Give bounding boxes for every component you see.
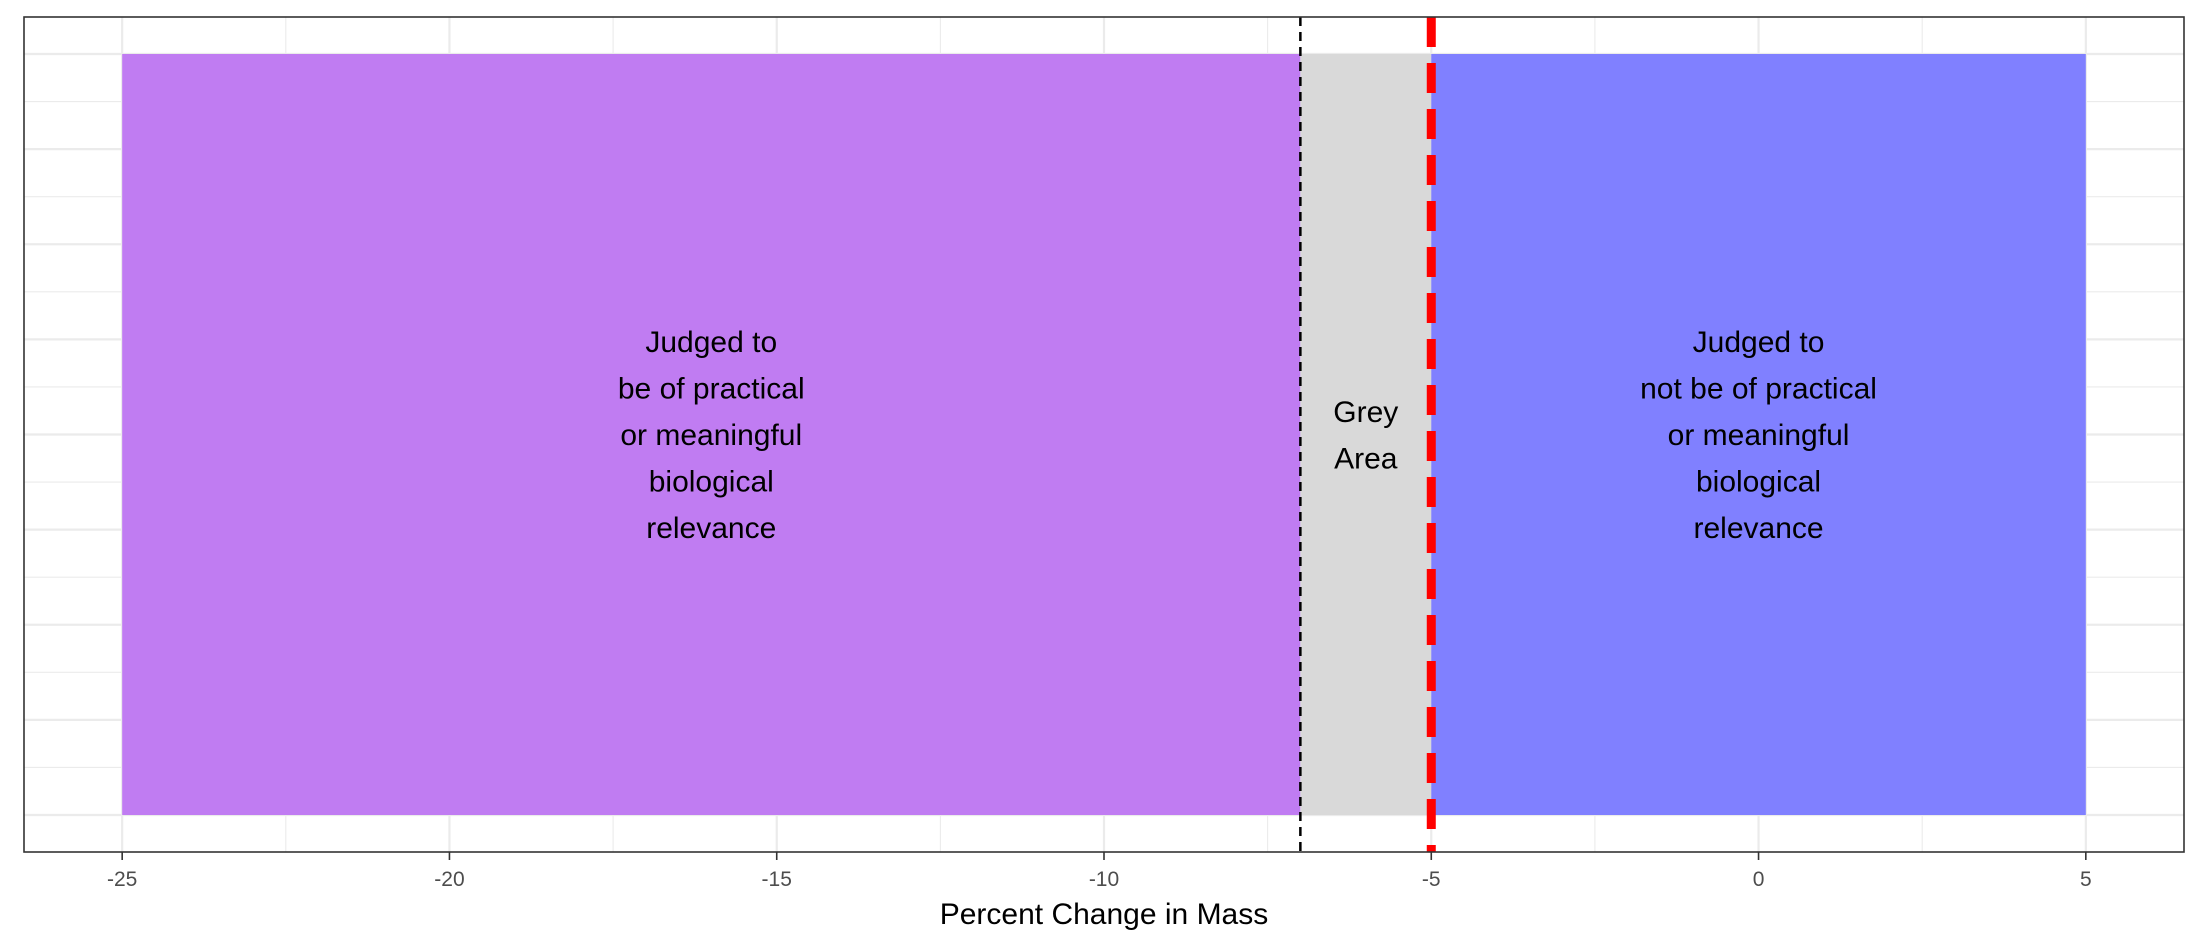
x-tick-label: -10 [1089,868,1119,891]
region-label-practical: Judged to be of practical or meaningful bio… [618,326,805,545]
region-label-line: Area [1334,442,1398,475]
x-tick-label: -20 [434,868,464,891]
region-grey-area [1300,54,1432,815]
region-label-line: Judged to [1693,326,1825,359]
region-label-line: relevance [1694,512,1824,545]
threshold-lines [1299,17,1436,852]
region-label-line: or meaningful [620,419,802,452]
x-tick-label: 0 [1753,868,1765,891]
x-tick-label: 5 [2080,868,2092,891]
region-label-line: relevance [646,512,776,545]
x-tick-label: -25 [107,868,137,891]
x-tick-label: -15 [762,868,792,891]
x-axis: -25 -20 -15 -10 -5 0 5 [107,852,2092,891]
region-label-grey-area: Grey Area [1333,396,1398,476]
region-label-line: be of practical [618,373,805,406]
region-layer [122,54,2086,815]
region-label-line: Grey [1333,396,1398,429]
region-not-practical [1431,54,2086,815]
region-label-not-practical: Judged to not be of practical or meaningfu… [1640,326,1877,545]
region-label-line: biological [1696,466,1821,499]
region-label-line: not be of practical [1640,373,1877,406]
region-label-line: or meaningful [1668,419,1850,452]
x-tick-label: -5 [1422,868,1441,891]
x-axis-title: Percent Change in Mass [940,898,1269,931]
region-practical [122,54,1301,815]
region-labels: Judged to be of practical or meaningful bio… [618,326,1877,545]
region-label-line: Judged to [645,326,777,359]
region-label-line: biological [649,466,774,499]
